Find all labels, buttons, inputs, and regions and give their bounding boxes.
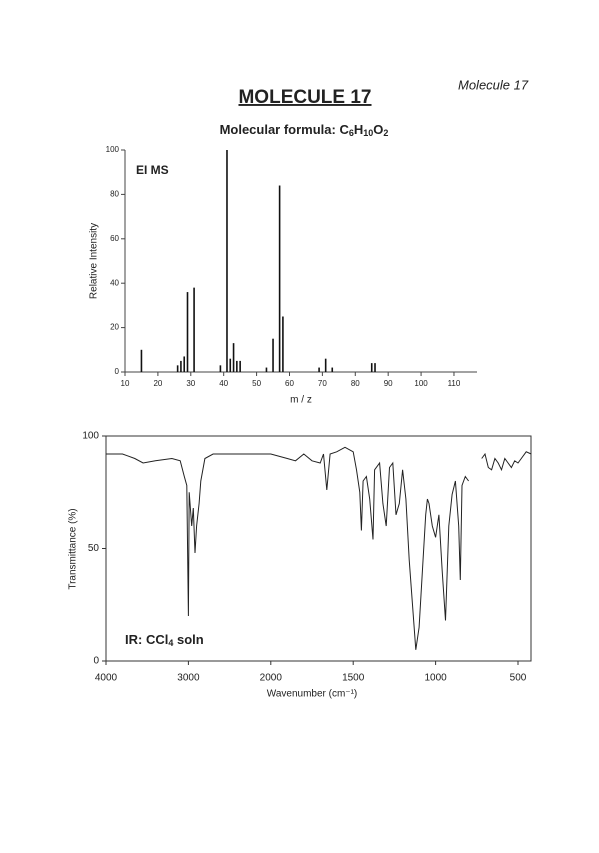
ir-annotation: IR: CCl4 soln: [125, 632, 204, 648]
formula-part: H: [354, 122, 363, 137]
y-tick-label: 0: [115, 367, 120, 376]
annotation-sub: 4: [168, 638, 173, 648]
x-tick-label: 50: [252, 379, 261, 388]
y-tick-label: 0: [93, 656, 99, 667]
bar: [370, 363, 373, 372]
bar: [140, 349, 143, 372]
spectrum-line: [106, 446, 532, 650]
bar: [186, 292, 189, 372]
x-tick-label: 1000: [424, 673, 447, 684]
formula-sub: 10: [363, 128, 373, 138]
bar: [183, 356, 186, 372]
x-tick-label: 80: [351, 379, 360, 388]
x-tick-label: 1500: [342, 673, 365, 684]
bar: [232, 343, 235, 372]
bar: [219, 365, 222, 372]
bar: [236, 360, 238, 372]
y-tick-label: 80: [110, 190, 119, 199]
bar: [180, 360, 182, 372]
y-tick-label: 20: [110, 323, 119, 332]
bar: [176, 365, 179, 372]
annotation-part: IR: CCl: [125, 632, 168, 647]
bar: [282, 316, 284, 372]
x-tick-label: 110: [448, 379, 461, 388]
x-tick-label: 2000: [260, 673, 283, 684]
x-tick-label: 10: [121, 379, 130, 388]
corner-label: Molecule 17: [458, 77, 529, 92]
bar: [278, 185, 281, 372]
x-tick-label: 500: [510, 673, 527, 684]
x-tick-label: 100: [414, 379, 428, 388]
y-tick-label: 60: [110, 234, 119, 243]
x-tick-label: 90: [384, 379, 393, 388]
x-axis-label: m / z: [290, 395, 312, 406]
bar: [374, 363, 376, 372]
bar: [324, 358, 327, 372]
y-axis-label: Transmittance (%): [68, 508, 79, 589]
bar: [229, 358, 232, 372]
x-tick-label: 30: [186, 379, 195, 388]
annotation-part: soln: [173, 632, 203, 647]
bar: [265, 367, 268, 372]
formula: Molecular formula: C6H10O2: [220, 122, 389, 138]
x-tick-label: 20: [153, 379, 162, 388]
x-tick-label: 3000: [177, 673, 200, 684]
formula-sub: 2: [383, 128, 388, 138]
bar: [226, 150, 228, 372]
bar: [318, 367, 320, 372]
y-axis-label: Relative Intensity: [89, 223, 100, 299]
x-tick-label: 40: [219, 379, 228, 388]
page-title: MOLECULE 17: [238, 87, 371, 108]
x-tick-label: 60: [285, 379, 294, 388]
y-tick-label: 40: [110, 278, 119, 287]
formula-part: O: [373, 122, 383, 137]
formula-part: Molecular formula: C: [220, 122, 350, 137]
bar: [331, 367, 334, 372]
bar: [239, 360, 241, 372]
x-axis-label: Wavenumber (cm⁻¹): [267, 689, 357, 700]
formula-sub: 6: [349, 128, 354, 138]
y-tick-label: 100: [106, 145, 120, 154]
bar: [272, 338, 274, 372]
y-tick-label: 50: [88, 543, 100, 554]
ms-annotation: EI MS: [136, 163, 169, 177]
x-tick-label: 4000: [95, 673, 118, 684]
y-tick-label: 100: [82, 431, 99, 442]
x-tick-label: 70: [318, 379, 327, 388]
bar: [193, 287, 195, 372]
